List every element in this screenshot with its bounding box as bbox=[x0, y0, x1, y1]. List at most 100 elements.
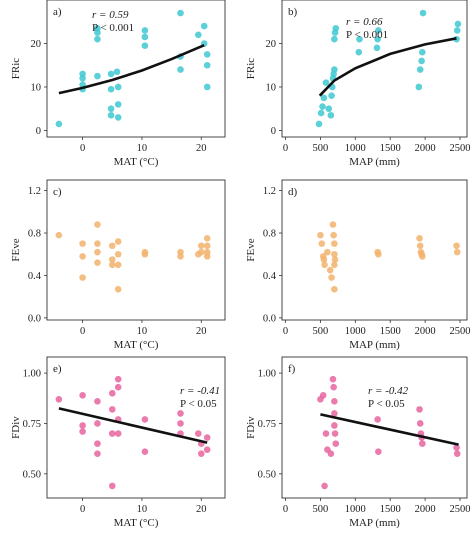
data-point bbox=[419, 440, 426, 447]
fit-line bbox=[58, 407, 208, 444]
y-tick-label: 10 bbox=[31, 82, 42, 93]
data-point bbox=[114, 238, 122, 245]
data-point bbox=[416, 235, 423, 242]
data-point bbox=[453, 242, 460, 250]
x-tick-label: 0 bbox=[80, 143, 85, 154]
data-point bbox=[94, 398, 101, 405]
panel-label: c) bbox=[53, 186, 62, 198]
data-point bbox=[141, 448, 149, 455]
data-point bbox=[325, 105, 333, 113]
data-point bbox=[107, 111, 115, 119]
data-point bbox=[331, 398, 338, 405]
data-point bbox=[114, 375, 122, 383]
data-point bbox=[331, 240, 338, 247]
data-point bbox=[114, 383, 122, 391]
data-point bbox=[107, 70, 115, 78]
y-tick-label: 0.50 bbox=[23, 469, 41, 480]
data-point bbox=[141, 27, 149, 34]
data-point bbox=[108, 261, 116, 269]
p-value-label: P < 0.001 bbox=[92, 22, 134, 34]
data-point bbox=[107, 105, 115, 113]
x-tick-label: 10 bbox=[137, 504, 148, 515]
y-axis-label: FDiv bbox=[245, 416, 257, 439]
data-point bbox=[324, 248, 331, 256]
y-tick-label: 0 bbox=[36, 126, 41, 137]
data-point bbox=[197, 248, 205, 256]
x-tick-label: 500 bbox=[313, 143, 329, 154]
y-tick-label: 0.8 bbox=[263, 229, 276, 240]
data-point bbox=[114, 101, 122, 108]
data-point bbox=[197, 242, 205, 250]
data-point bbox=[177, 66, 184, 73]
data-point bbox=[317, 231, 324, 239]
data-point bbox=[203, 83, 211, 91]
p-value-label: P < 0.05 bbox=[180, 398, 217, 410]
panel-c: 0 10 20 0.0 0.4 0.8 1.2 MAT (°C) FEve c) bbox=[10, 179, 226, 351]
x-tick-label: 20 bbox=[196, 504, 207, 515]
y-tick-label: 0.8 bbox=[28, 229, 41, 240]
data-point bbox=[108, 482, 116, 490]
panel-label: b) bbox=[288, 6, 298, 18]
x-axis-label: MAT (°C) bbox=[114, 339, 159, 351]
data-point bbox=[320, 94, 328, 102]
data-point bbox=[375, 448, 382, 455]
x-tick-label: 1500 bbox=[380, 143, 401, 154]
data-point bbox=[321, 261, 328, 269]
data-point bbox=[177, 253, 184, 260]
y-tick-label: 1.00 bbox=[258, 369, 276, 380]
data-point bbox=[328, 274, 335, 281]
data-point bbox=[419, 9, 427, 17]
data-point bbox=[327, 111, 335, 119]
data-point bbox=[197, 450, 205, 457]
r-value-label: r = 0.66 bbox=[346, 16, 383, 28]
data-point bbox=[177, 420, 184, 427]
data-point bbox=[94, 259, 101, 267]
y-tick-label: 0.4 bbox=[263, 271, 277, 282]
y-axis-label: FRic bbox=[245, 58, 257, 80]
data-point bbox=[319, 103, 326, 110]
data-point bbox=[453, 450, 461, 457]
data-point bbox=[141, 416, 149, 423]
x-tick-label: 1000 bbox=[345, 143, 366, 154]
data-point bbox=[329, 375, 337, 383]
r-value-label: r = 0.59 bbox=[92, 9, 129, 21]
data-point bbox=[108, 242, 116, 250]
x-tick-label: 0 bbox=[80, 326, 85, 337]
x-tick-label: 500 bbox=[313, 326, 329, 337]
data-point bbox=[318, 240, 326, 247]
panel-label: a) bbox=[53, 6, 62, 18]
fit-line bbox=[58, 44, 205, 95]
data-point bbox=[331, 250, 338, 258]
data-point bbox=[375, 27, 382, 34]
data-point bbox=[329, 221, 337, 228]
data-point bbox=[327, 450, 335, 457]
data-point bbox=[108, 389, 116, 397]
plot-frame bbox=[46, 179, 226, 321]
data-point bbox=[319, 391, 327, 399]
p-value-label: P < 0.001 bbox=[346, 29, 388, 41]
x-tick-label: 0 bbox=[283, 143, 288, 154]
data-point bbox=[55, 396, 63, 403]
plot-frame bbox=[46, 0, 226, 138]
data-point bbox=[55, 120, 63, 128]
x-axis-label: MAP (mm) bbox=[349, 156, 400, 168]
x-axis-label: MAT (°C) bbox=[114, 517, 159, 529]
x-tick-label: 1500 bbox=[380, 504, 401, 515]
data-point bbox=[416, 406, 423, 413]
data-point bbox=[114, 114, 122, 121]
panel-a: 0 10 20 0 10 20 MAT (°C) FRic a) r = 0.59P < 0.00… bbox=[10, 0, 226, 168]
data-point bbox=[203, 446, 211, 453]
y-tick-label: 1.2 bbox=[263, 186, 276, 197]
x-tick-label: 2500 bbox=[450, 326, 471, 337]
x-tick-label: 1000 bbox=[345, 504, 366, 515]
data-point bbox=[203, 61, 211, 69]
data-point bbox=[114, 261, 122, 269]
data-point bbox=[331, 430, 339, 437]
data-point bbox=[55, 231, 63, 239]
data-point bbox=[203, 434, 211, 441]
x-tick-label: 10 bbox=[137, 143, 148, 154]
data-point bbox=[453, 444, 460, 451]
panel-f: 0 500 1000 1500 2000 2500 0.50 0.75 1.00 MAP (mm)… bbox=[245, 356, 471, 529]
data-point bbox=[453, 27, 461, 34]
data-point bbox=[94, 240, 101, 247]
